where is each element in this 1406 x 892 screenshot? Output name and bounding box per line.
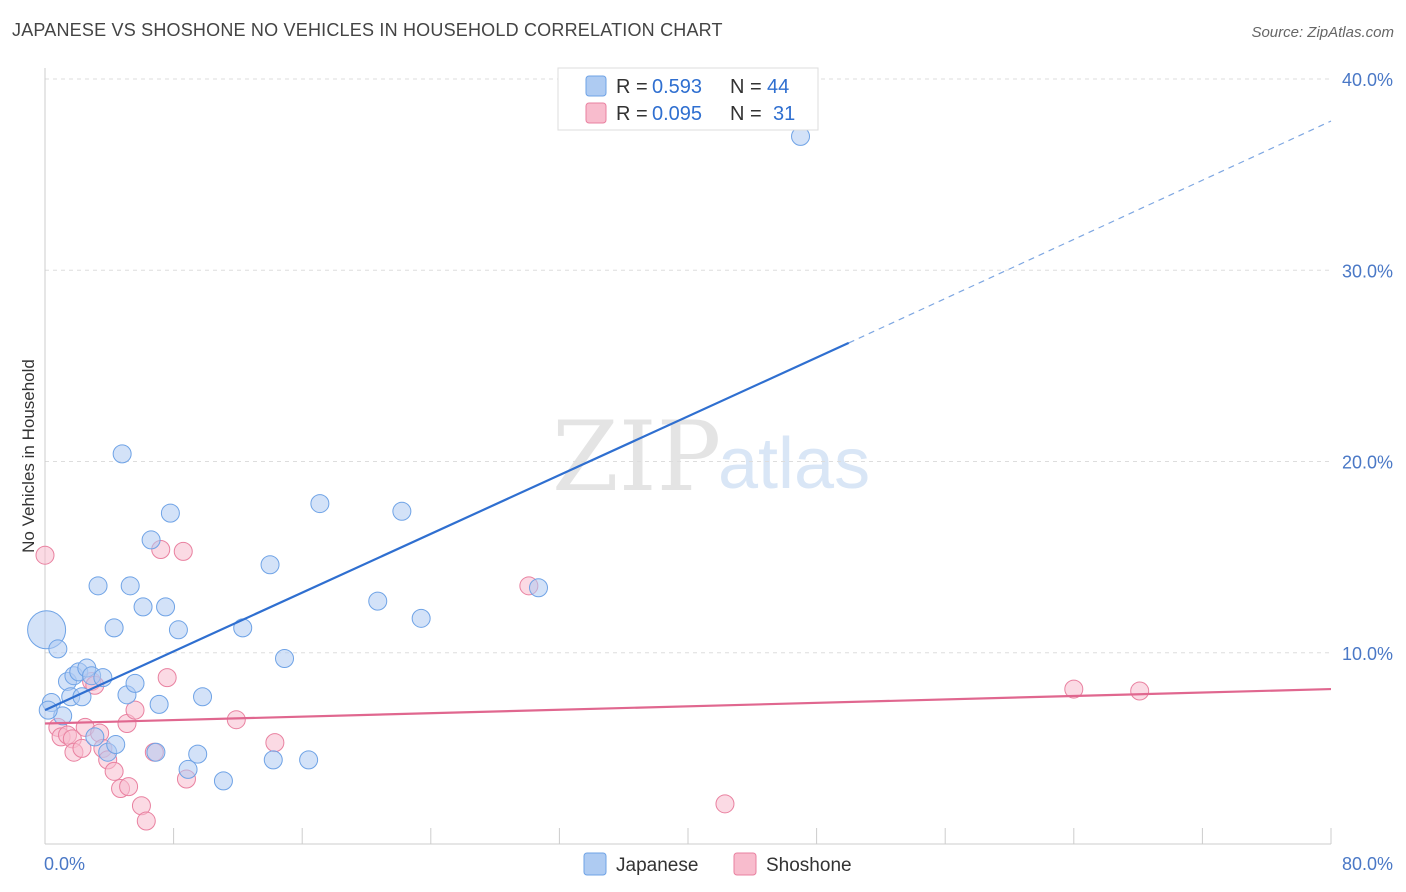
- japanese-point: [263, 750, 283, 770]
- japanese-point: [529, 578, 549, 598]
- series-japanese: [27, 126, 811, 791]
- shoshone-trend-line: [44, 687, 1332, 725]
- japanese-point: [112, 444, 132, 464]
- shoshone-point: [119, 777, 139, 797]
- legend-n-value-japanese: 44: [767, 76, 789, 98]
- y-tick-label-10: 10.0%: [1342, 644, 1393, 664]
- shoshone-point: [157, 668, 177, 688]
- japanese-point: [106, 735, 126, 755]
- watermark-zip: ZIP: [552, 401, 721, 513]
- bottom-legend: Japanese Shoshone: [583, 852, 852, 876]
- japanese-point: [88, 576, 108, 596]
- bottom-legend-swatch-japanese: [583, 852, 607, 876]
- japanese-point: [141, 530, 161, 550]
- chart-source: Source: ZipAtlas.com: [1251, 24, 1394, 41]
- legend-r-value-japanese: 0.593: [652, 76, 702, 98]
- legend-n-label-shoshone: N =: [730, 103, 762, 125]
- y-axis-label: No Vehicles in Household: [19, 359, 38, 553]
- y-tick-label-20: 20.0%: [1342, 453, 1393, 473]
- japanese-point: [125, 673, 145, 693]
- japanese-point: [156, 597, 176, 617]
- bottom-legend-swatch-shoshone: [733, 852, 757, 876]
- japanese-trend-extension: [848, 120, 1332, 344]
- japanese-point: [260, 555, 280, 575]
- japanese-point: [188, 744, 208, 764]
- shoshone-point: [265, 733, 285, 753]
- japanese-point: [411, 608, 431, 628]
- shoshone-point: [72, 738, 92, 758]
- chart-title: JAPANESE VS SHOSHONE NO VEHICLES IN HOUS…: [12, 20, 723, 40]
- legend-r-value-shoshone: 0.095: [652, 103, 702, 125]
- watermark-atlas: atlas: [718, 424, 870, 504]
- shoshone-point: [104, 761, 124, 781]
- shoshone-point: [715, 794, 735, 814]
- legend-n-value-shoshone: 31: [773, 103, 795, 125]
- x-tick-label-min: 0.0%: [44, 854, 85, 874]
- trend-lines: [44, 120, 1332, 725]
- japanese-point: [168, 620, 188, 640]
- japanese-point: [27, 610, 67, 650]
- gridlines: [45, 78, 1331, 654]
- shoshone-point: [125, 700, 145, 720]
- shoshone-point: [35, 545, 55, 565]
- japanese-point: [160, 503, 180, 523]
- japanese-point: [275, 648, 295, 668]
- japanese-point: [120, 576, 140, 596]
- legend-swatch-japanese: [585, 75, 607, 97]
- legend-r-label-shoshone: R =: [616, 103, 648, 125]
- legend: R = 0.593 N = 44 R = 0.095 N = 31: [557, 67, 819, 131]
- watermark: ZIP atlas: [552, 401, 870, 513]
- shoshone-point: [173, 541, 193, 561]
- japanese-point: [149, 694, 169, 714]
- japanese-point: [368, 591, 388, 611]
- japanese-point: [193, 687, 213, 707]
- shoshone-point: [226, 710, 246, 730]
- shoshone-point: [1064, 679, 1084, 699]
- japanese-trend-line: [44, 341, 850, 712]
- japanese-point: [48, 639, 68, 659]
- japanese-point: [38, 700, 58, 720]
- shoshone-point: [136, 811, 156, 831]
- y-tick-label-40: 40.0%: [1342, 70, 1393, 90]
- shoshone-point: [1130, 681, 1150, 701]
- legend-n-label-japanese: N =: [730, 76, 762, 98]
- y-tick-labels: 10.0% 20.0% 30.0% 40.0%: [1342, 70, 1393, 664]
- x-ticks: [173, 828, 1332, 844]
- bottom-legend-label-japanese: Japanese: [616, 855, 698, 876]
- bottom-legend-label-shoshone: Shoshone: [766, 855, 852, 876]
- x-tick-label-max: 80.0%: [1342, 854, 1393, 874]
- japanese-point: [299, 750, 319, 770]
- japanese-point: [104, 618, 124, 638]
- legend-swatch-shoshone: [585, 102, 607, 124]
- japanese-point: [213, 771, 233, 791]
- japanese-point: [146, 742, 166, 762]
- japanese-point: [133, 597, 153, 617]
- y-tick-label-30: 30.0%: [1342, 261, 1393, 281]
- series-shoshone: [35, 539, 1150, 831]
- japanese-point: [85, 727, 105, 747]
- legend-r-label-japanese: R =: [616, 76, 648, 98]
- japanese-point: [392, 501, 412, 521]
- japanese-point: [178, 759, 198, 779]
- japanese-point: [310, 494, 330, 514]
